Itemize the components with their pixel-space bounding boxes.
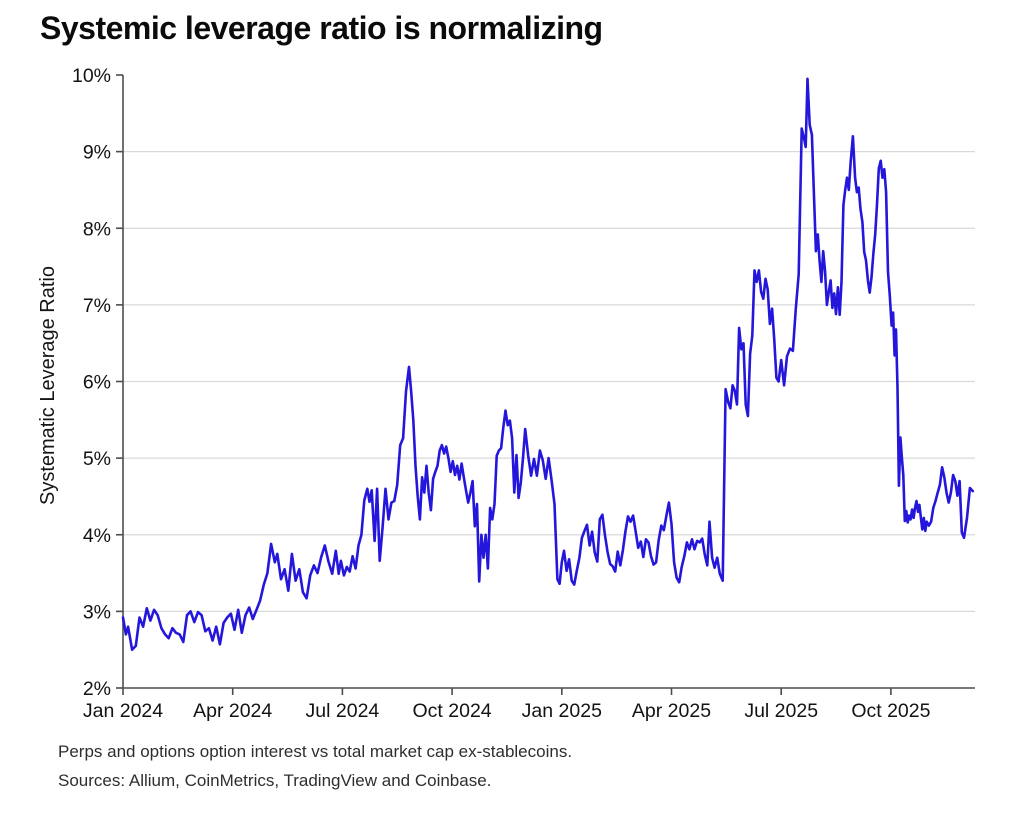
page-title: Systemic leverage ratio is normalizing bbox=[40, 10, 603, 46]
y-tick-label: 5% bbox=[83, 448, 111, 470]
series-line bbox=[121, 77, 975, 652]
x-tick-label: Jan 2025 bbox=[522, 700, 602, 722]
x-tick-label: Jul 2025 bbox=[744, 700, 818, 722]
footnote-sources: Sources: Allium, CoinMetrics, TradingVie… bbox=[58, 771, 492, 790]
x-tick-label: Oct 2025 bbox=[851, 700, 930, 722]
y-tick-label: 7% bbox=[83, 295, 111, 317]
x-tick-label: Oct 2024 bbox=[413, 700, 492, 722]
y-axis-label: Systematic Leverage Ratio bbox=[36, 265, 59, 505]
y-tick-label: 6% bbox=[83, 372, 111, 394]
y-tick-label: 3% bbox=[83, 601, 111, 623]
x-tick-label: Apr 2024 bbox=[193, 700, 272, 722]
x-tick-label: Jan 2024 bbox=[83, 700, 163, 722]
y-tick-label: 4% bbox=[83, 525, 111, 547]
y-tick-label: 9% bbox=[83, 142, 111, 164]
footnote-definition: Perps and options option interest vs tot… bbox=[58, 742, 573, 761]
y-tick-label: 10% bbox=[72, 65, 111, 87]
x-tick-label: Apr 2025 bbox=[632, 700, 711, 722]
y-axis-label-wrap: Systematic Leverage Ratio bbox=[26, 230, 70, 540]
x-tick-label: Jul 2024 bbox=[306, 700, 380, 722]
y-tick-label: 8% bbox=[83, 218, 111, 240]
y-tick-label: 2% bbox=[83, 678, 111, 700]
